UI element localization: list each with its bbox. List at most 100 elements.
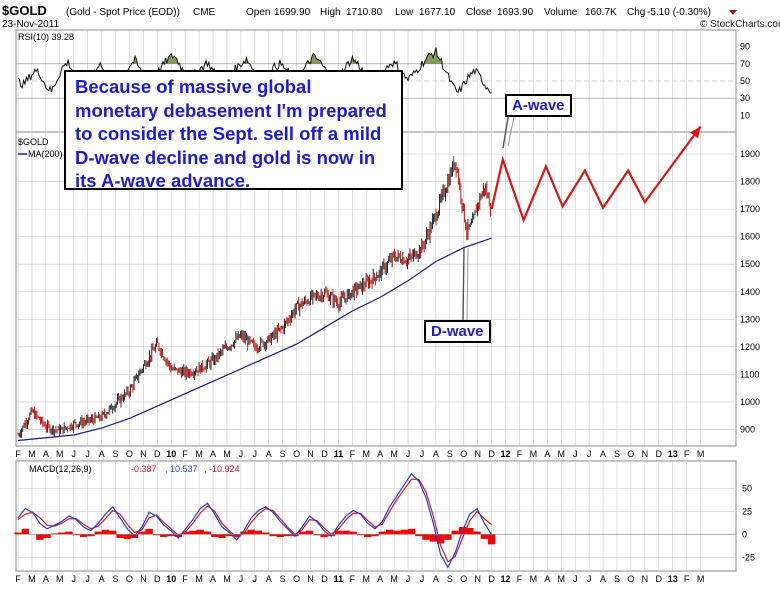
macd-tick-label: 25 [742, 506, 752, 516]
month-tick-label: N [642, 449, 649, 459]
histogram-bar [58, 532, 66, 535]
month-tick-label: S [447, 449, 453, 459]
month-tick-label: F [350, 574, 356, 584]
open-label: Open [246, 7, 270, 18]
month-tick-label: O [460, 449, 467, 459]
chg-label: Chg [627, 7, 645, 18]
a-wave-label: A-wave [505, 94, 572, 117]
close-value: 1693.90 [497, 7, 534, 18]
histogram-bar [305, 530, 314, 535]
month-tick-label: A [210, 449, 216, 459]
month-tick-label: S [113, 574, 119, 584]
exchange-text: CME [193, 7, 216, 18]
histogram-bar [320, 534, 328, 538]
month-tick-label: M [223, 449, 231, 459]
histogram-bar [444, 534, 452, 540]
price-legend-gold: $GOLD [18, 137, 49, 147]
macd-line [17, 472, 493, 569]
month-tick-label: J [573, 449, 578, 459]
histogram-bar [254, 530, 263, 535]
price-tick-label: 1300 [740, 314, 760, 324]
volume-label: Volume [544, 7, 578, 18]
month-tick-label: A [43, 574, 49, 584]
macd-tick-label: 0 [742, 529, 747, 539]
month-tick-label: F [15, 449, 21, 459]
low-label: Low [395, 7, 414, 18]
price-tick-label: 1700 [740, 204, 760, 214]
signal-value: , 10.537 [165, 464, 198, 474]
month-tick-label: A [210, 574, 216, 584]
month-tick-label: D [656, 574, 663, 584]
histogram-bar [313, 534, 321, 536]
ma200-line [17, 237, 492, 442]
month-tick-label: D [154, 574, 161, 584]
month-tick-label: 11 [334, 449, 344, 459]
rsi-tick-label: 30 [740, 93, 750, 103]
histogram-bar [94, 531, 102, 535]
price-tick-label: 1400 [740, 287, 760, 297]
month-tick-label: S [614, 449, 620, 459]
histogram-bar [196, 529, 204, 535]
histogram-bar [116, 534, 124, 538]
month-tick-label: A [544, 574, 550, 584]
chg-value: -5.10 (-0.30%) [647, 7, 711, 18]
histogram-bar [473, 531, 481, 535]
month-tick-label: M [363, 449, 371, 459]
histogram-bar [21, 528, 29, 535]
month-tick-label: M [363, 574, 371, 584]
histogram-bar [429, 534, 437, 542]
month-tick-label: M [558, 449, 566, 459]
month-tick-label: D [321, 574, 328, 584]
month-tick-label: N [307, 574, 314, 584]
month-tick-label: J [85, 449, 90, 459]
symbol-text: $GOLD [2, 3, 47, 18]
month-tick-label: F [182, 449, 188, 459]
month-tick-label: F [684, 574, 690, 584]
histogram-bar [342, 530, 350, 535]
month-tick-label: O [126, 574, 133, 584]
month-tick-label: 11 [334, 574, 344, 584]
open-value: 1699.90 [274, 7, 311, 18]
month-tick-label: F [182, 574, 188, 584]
histogram-bar [211, 534, 219, 538]
histogram-bar [276, 534, 284, 538]
month-tick-label: A [433, 449, 439, 459]
price-tick-label: 1200 [740, 342, 760, 352]
histogram-bar [407, 528, 416, 535]
month-tick-label: J [253, 574, 258, 584]
month-tick-label: O [627, 449, 634, 459]
month-tick-label: N [474, 449, 481, 459]
histogram-bar [364, 534, 372, 538]
month-tick-label: F [517, 574, 523, 584]
month-tick-label: O [627, 574, 634, 584]
month-tick-label: S [280, 574, 286, 584]
month-tick-label: A [377, 449, 383, 459]
rsi-tick-label: 70 [740, 59, 750, 69]
month-tick-label: F [350, 449, 356, 459]
month-tick-label: M [530, 449, 538, 459]
month-tick-label: A [43, 449, 49, 459]
histogram-bar [393, 530, 401, 535]
month-tick-label: J [573, 574, 578, 584]
month-tick-label: A [544, 449, 550, 459]
histogram-bar [349, 531, 357, 535]
month-tick-label: J [420, 574, 425, 584]
month-tick-label: M [530, 574, 538, 584]
histogram-bar [65, 531, 73, 535]
month-tick-label: 13 [668, 574, 678, 584]
histogram-bar [298, 531, 306, 535]
histogram-bar [181, 531, 190, 535]
projection-arrowhead [690, 126, 701, 139]
price-layer [17, 111, 702, 442]
month-tick-label: 10 [166, 449, 176, 459]
histogram-bar [232, 534, 241, 538]
histogram-bar [123, 534, 131, 539]
histogram-bar [422, 534, 430, 540]
macd-value: -0.387 [131, 464, 157, 474]
month-tick-label: J [85, 574, 90, 584]
month-tick-label: N [642, 574, 649, 584]
histogram-bar [334, 530, 343, 535]
month-tick-label: A [266, 449, 272, 459]
histogram-bar [101, 529, 110, 535]
month-tick-label: D [488, 574, 495, 584]
